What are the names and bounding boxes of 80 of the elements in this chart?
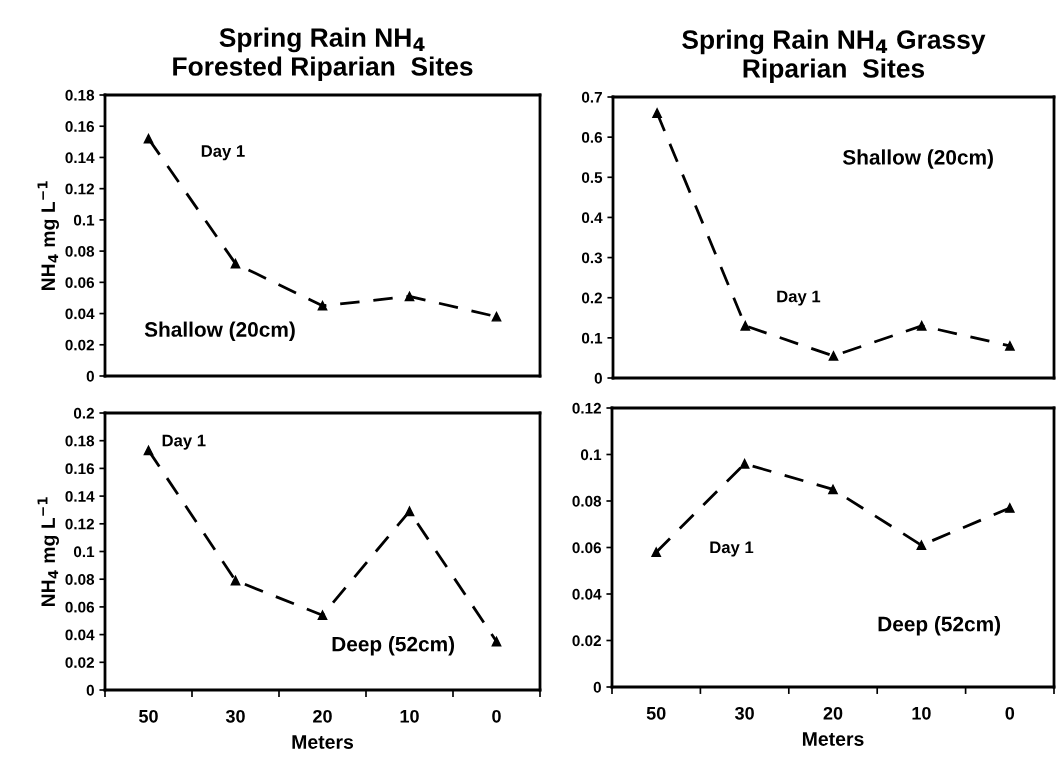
y-tick-label: 0.1 [581, 332, 603, 344]
y-tick-label: 0.14 [65, 152, 95, 164]
y-tick-label: 0.04 [572, 588, 602, 600]
point [143, 445, 154, 456]
annotation: Deep (52cm) [332, 636, 455, 656]
y-tick-label: 0.04 [65, 308, 95, 320]
point [491, 636, 502, 647]
x-tick-label: 20 [823, 706, 843, 720]
point [317, 610, 328, 621]
y-tick-label: 0.02 [572, 635, 601, 647]
y-tick-label: 0.3 [581, 252, 603, 264]
y-tick-label: 0.5 [581, 172, 603, 183]
point [143, 133, 154, 144]
y-axis-title: NH$_{4}$ mg L$^{−1}$ [37, 181, 59, 291]
y-tick-label: 0 [593, 681, 601, 693]
y-tick-label: 0.06 [572, 542, 602, 554]
y-tick-label: 0.12 [65, 518, 94, 530]
y-tick-label: 0.16 [65, 463, 95, 475]
point [916, 540, 927, 551]
y-tick-label: 0 [86, 370, 94, 382]
point [404, 506, 415, 517]
y-tick-label: 0.6 [581, 132, 603, 143]
chart-title: Spring Rain NH$_{4}$ Grassy Riparian Sites [682, 29, 986, 84]
y-tick-label: 0.16 [65, 121, 95, 132]
annotation: Day 1 [777, 290, 821, 306]
y-tick-label: 0.02 [65, 339, 94, 351]
y-tick-label: 0.18 [65, 435, 95, 447]
point [1004, 503, 1015, 513]
point [230, 258, 241, 269]
y-tick-label: 0.02 [65, 657, 94, 668]
x-tick-label: 0 [492, 709, 501, 723]
y-tick-label: 0.04 [65, 629, 95, 641]
chart-title: Spring Rain NH$_{4}$ Forested Riparian Sites [173, 27, 473, 82]
y-tick-label: 0.1 [580, 449, 602, 461]
annotation: Day 1 [162, 434, 206, 450]
annotation: Shallow (20cm) [144, 321, 295, 341]
y-tick-label: 0.4 [581, 212, 603, 224]
x-tick-label: 0 [1005, 706, 1015, 720]
y-tick-label: 0.1 [73, 214, 95, 226]
y-tick-label: 0 [86, 684, 94, 696]
point [828, 484, 838, 495]
y-tick-label: 0.08 [572, 495, 602, 507]
annotation: Deep (52cm) [878, 616, 1001, 636]
point [404, 291, 415, 302]
y-tick-label: 0.2 [73, 407, 94, 419]
annotation: Shallow (20cm) [842, 149, 993, 169]
annotation: Day 1 [201, 145, 245, 161]
point [652, 108, 662, 118]
y-tick-label: 0.08 [65, 245, 95, 257]
point [828, 351, 839, 361]
x-tick-label: 10 [912, 706, 931, 720]
point [230, 575, 241, 586]
point [739, 458, 750, 469]
x-axis-title: Meters [292, 735, 354, 749]
y-tick-label: 0.1 [73, 546, 95, 558]
y-tick-label: 0.06 [65, 277, 95, 289]
y-tick-label: 0.12 [65, 183, 94, 195]
x-axis-title: Meters [802, 732, 864, 746]
y-tick-label: 0.2 [581, 292, 602, 304]
y-tick-label: 0 [594, 372, 602, 384]
y-tick-label: 0.08 [65, 574, 95, 585]
point [317, 300, 328, 311]
point [740, 320, 751, 331]
x-tick-label: 30 [734, 706, 754, 720]
x-tick-label: 50 [139, 709, 158, 723]
point [916, 320, 927, 331]
y-tick-label: 0.12 [572, 402, 601, 414]
y-axis-title: NH$_{4}$ mg L$^{−1}$ [37, 497, 59, 607]
annotation: Day 1 [710, 541, 754, 557]
point [491, 311, 502, 322]
y-tick-label: 0.7 [581, 91, 602, 103]
y-tick-label: 0.14 [65, 490, 95, 502]
point [651, 547, 662, 558]
x-tick-label: 20 [313, 709, 332, 723]
y-tick-label: 0.06 [65, 601, 95, 613]
point [1005, 341, 1015, 351]
x-tick-label: 10 [400, 709, 419, 723]
y-tick-label: 0.18 [65, 89, 95, 101]
x-tick-label: 50 [646, 706, 666, 720]
x-tick-label: 30 [225, 709, 245, 723]
